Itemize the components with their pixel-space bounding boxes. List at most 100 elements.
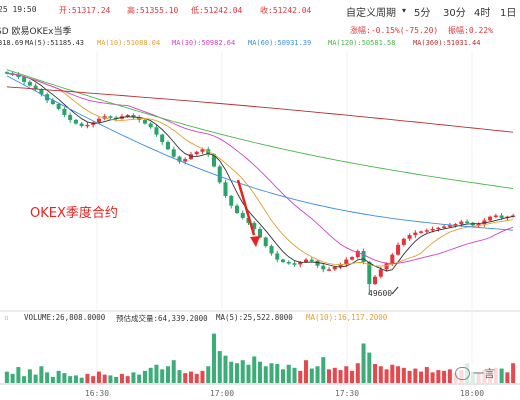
candle-body — [355, 251, 360, 258]
candle-body — [413, 232, 418, 236]
volume-bar — [430, 372, 435, 383]
wechat-icon — [455, 366, 470, 380]
candle-body — [257, 228, 263, 238]
volume-bar — [160, 369, 165, 383]
volume-bar — [119, 373, 124, 383]
timeframe-30m[interactable]: 30分 — [443, 8, 466, 19]
volume-bar — [442, 370, 447, 383]
candle-body — [125, 115, 130, 117]
volume-bar — [217, 351, 222, 383]
volume-bar — [39, 366, 44, 383]
candle-body — [194, 151, 199, 155]
volume-bar — [321, 357, 326, 383]
amplitude: 振幅:0.22% — [448, 26, 493, 35]
volume-bar — [263, 366, 268, 383]
candle-body — [217, 166, 222, 183]
volume-bar — [85, 373, 90, 383]
ma30-value: MA(30):50982.64 — [172, 39, 236, 47]
candle-body — [16, 74, 21, 78]
symbol-name: SD 欧易OKEx当季 — [0, 27, 72, 37]
candle-body — [384, 263, 389, 270]
candle-body — [338, 264, 343, 267]
timeframe-5m[interactable]: 5分 — [414, 8, 431, 19]
candle-body — [62, 108, 67, 116]
candle-body — [263, 237, 268, 247]
candle-body — [373, 276, 378, 285]
candle-body — [459, 221, 464, 225]
candle-body — [493, 215, 498, 217]
volume-bar — [327, 369, 332, 383]
candle-body — [56, 104, 61, 109]
volume-bar — [234, 363, 240, 383]
candle-body — [269, 246, 274, 254]
volume-bar — [102, 374, 107, 383]
volume-bar — [91, 376, 96, 383]
candle-body — [453, 224, 458, 226]
volume-bar — [419, 371, 424, 383]
volume-settings-icon[interactable]: ▫ — [4, 313, 9, 322]
ma5-value: MA(5):51185.43 — [25, 39, 85, 47]
candle-body — [240, 213, 245, 218]
volume-bar — [73, 375, 78, 383]
candle-body — [286, 262, 291, 264]
candle-body — [304, 259, 309, 263]
candle-body — [50, 100, 55, 104]
volume-bar — [137, 374, 142, 383]
volume-bar — [142, 370, 147, 383]
volume-bar — [183, 373, 188, 383]
candle-body — [488, 216, 493, 221]
moving-average-lines — [6, 69, 514, 272]
x-tick-label: 16:30 — [85, 389, 109, 398]
volume-bar — [384, 369, 389, 383]
candle-body — [407, 235, 412, 239]
candle-body — [280, 259, 286, 263]
volume-bar — [373, 364, 378, 383]
chevron-down-icon[interactable]: ▾ — [402, 6, 407, 15]
candle-body — [131, 115, 136, 118]
candle-body — [511, 215, 516, 217]
volume-bar — [10, 373, 15, 383]
candles — [4, 71, 516, 295]
volume-bar — [114, 376, 119, 383]
volume-bar — [188, 371, 193, 383]
volume-bar — [22, 376, 27, 383]
volume-bar — [396, 366, 401, 383]
ma10-line — [6, 72, 514, 267]
timeframe-1d[interactable]: 1日 — [500, 8, 517, 19]
x-tick-label: 17:30 — [335, 389, 359, 398]
candle-body — [465, 221, 470, 224]
volume-bar — [200, 370, 205, 383]
candle-body — [223, 182, 228, 196]
candle-body — [27, 81, 32, 86]
candle-body — [165, 141, 170, 150]
candle-body — [171, 149, 176, 157]
candle-body — [298, 262, 303, 265]
candle-body — [177, 156, 182, 162]
candle-body — [476, 224, 481, 226]
volume-bar — [131, 372, 136, 383]
volume-bar — [154, 364, 159, 383]
candle-body — [332, 266, 337, 270]
volume-bar — [350, 370, 355, 383]
volume-bar — [223, 355, 228, 383]
candle-body — [367, 262, 372, 285]
candle-body — [424, 230, 429, 232]
volume-bar — [229, 361, 234, 383]
timeframe-4h[interactable]: 4时 — [474, 8, 491, 19]
vertical-gridlines — [96, 52, 473, 384]
vol-ma10: MA(10):16,117.2000 — [306, 313, 388, 322]
down-trend-arrow-head — [250, 236, 260, 247]
volume-bar — [252, 356, 257, 383]
contract-annotation: OKEX季度合约 — [30, 206, 118, 221]
ma5-prefix: 318.69 — [0, 39, 24, 47]
volume-bar — [298, 370, 303, 383]
ma30-line — [6, 72, 514, 265]
candle-body — [436, 227, 441, 230]
candle-body — [401, 238, 406, 245]
candle-body — [183, 159, 188, 162]
candle-body — [39, 89, 44, 95]
timeframe-custom[interactable]: 自定义周期 — [346, 8, 396, 19]
ma120-value: MA(120):50581.58 — [328, 39, 396, 47]
candle-body — [252, 222, 257, 229]
